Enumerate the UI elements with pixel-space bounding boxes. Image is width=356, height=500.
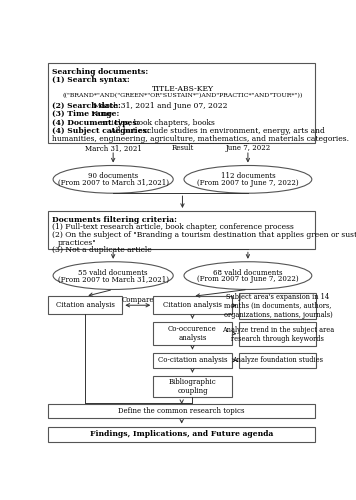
Text: (From 2007 to March 31,2021): (From 2007 to March 31,2021) xyxy=(58,276,169,283)
Text: TITLE-ABS-KEY: TITLE-ABS-KEY xyxy=(151,84,214,92)
Text: 68 valid documents: 68 valid documents xyxy=(213,268,283,276)
Text: articles, book chapters, books: articles, book chapters, books xyxy=(98,118,215,126)
Text: March 31, 2021: March 31, 2021 xyxy=(85,144,142,152)
Text: Subject area's expansion in 14
months (in documents, authors,
organizations, nat: Subject area's expansion in 14 months (i… xyxy=(224,293,332,319)
Text: March 31, 2021 and June 07, 2022: March 31, 2021 and June 07, 2022 xyxy=(91,102,227,110)
Text: 55 valid documents: 55 valid documents xyxy=(78,268,148,276)
Bar xyxy=(240,294,316,318)
Bar xyxy=(48,404,315,418)
Text: (("BRAND*"AND("GREEN*"OR"SUSTAIN*")AND"PRACTIC*"AND"TOUR*")): (("BRAND*"AND("GREEN*"OR"SUSTAIN*")AND"P… xyxy=(62,93,303,98)
Bar xyxy=(240,322,316,346)
Text: Searching documents:: Searching documents: xyxy=(52,68,148,76)
Text: (4) Subject categories:: (4) Subject categories: xyxy=(52,127,149,135)
Text: (1) Search syntax:: (1) Search syntax: xyxy=(52,76,129,84)
Text: Analyze foundation studies: Analyze foundation studies xyxy=(232,356,324,364)
Text: Co-citation analysis: Co-citation analysis xyxy=(158,356,227,364)
Bar xyxy=(153,296,232,314)
Bar xyxy=(48,63,315,143)
Text: Citation analysis: Citation analysis xyxy=(56,301,115,309)
Bar xyxy=(48,211,315,250)
Text: Analyze trend in the subject area
research through keywords: Analyze trend in the subject area resear… xyxy=(222,326,334,342)
Text: (From 2007 to June 7, 2022): (From 2007 to June 7, 2022) xyxy=(197,276,299,283)
Text: Documents filtering criteria:: Documents filtering criteria: xyxy=(52,216,177,224)
Text: (3) Time range:: (3) Time range: xyxy=(52,110,119,118)
Text: practices": practices" xyxy=(58,238,96,246)
Text: Compare: Compare xyxy=(121,296,154,304)
Bar xyxy=(240,352,316,368)
Ellipse shape xyxy=(53,166,173,193)
Text: (From 2007 to March 31,2021): (From 2007 to March 31,2021) xyxy=(58,179,169,187)
Bar xyxy=(48,296,122,314)
Text: Bibliographic
coupling: Bibliographic coupling xyxy=(169,378,216,395)
Text: Co-occurence
analysis: Co-occurence analysis xyxy=(168,325,217,342)
Text: June 7, 2022: June 7, 2022 xyxy=(225,144,271,152)
Ellipse shape xyxy=(184,166,312,193)
Text: None: None xyxy=(89,110,112,118)
Bar xyxy=(153,322,232,345)
Text: (3) Not a duplicate article: (3) Not a duplicate article xyxy=(52,246,151,254)
Text: (From 2007 to June 7, 2022): (From 2007 to June 7, 2022) xyxy=(197,179,299,187)
Bar xyxy=(153,352,232,368)
Bar xyxy=(153,376,232,398)
Text: Result: Result xyxy=(171,144,194,152)
Text: Citation analysis: Citation analysis xyxy=(163,301,222,309)
Text: (1) Full-text research article, book chapter, conference process: (1) Full-text research article, book cha… xyxy=(52,223,293,231)
Bar xyxy=(48,426,315,442)
Ellipse shape xyxy=(53,262,173,289)
Ellipse shape xyxy=(184,262,312,289)
Text: 112 documents: 112 documents xyxy=(221,172,275,180)
Text: (2) Search date:: (2) Search date: xyxy=(52,102,120,110)
Text: Findings, Implications, and Future agenda: Findings, Implications, and Future agend… xyxy=(90,430,273,438)
Text: humanities, engineering, agriculture, mathematics, and materials categories.: humanities, engineering, agriculture, ma… xyxy=(52,136,349,143)
Text: (4) Document types:: (4) Document types: xyxy=(52,118,139,126)
Text: 90 documents: 90 documents xyxy=(88,172,138,180)
Text: (2) On the subject of "Branding a tourism destination that applies green or sust: (2) On the subject of "Branding a touris… xyxy=(52,231,356,239)
Text: Define the common research topics: Define the common research topics xyxy=(119,407,245,415)
Text: All but exclude studies in environment, energy, arts and: All but exclude studies in environment, … xyxy=(108,127,325,135)
